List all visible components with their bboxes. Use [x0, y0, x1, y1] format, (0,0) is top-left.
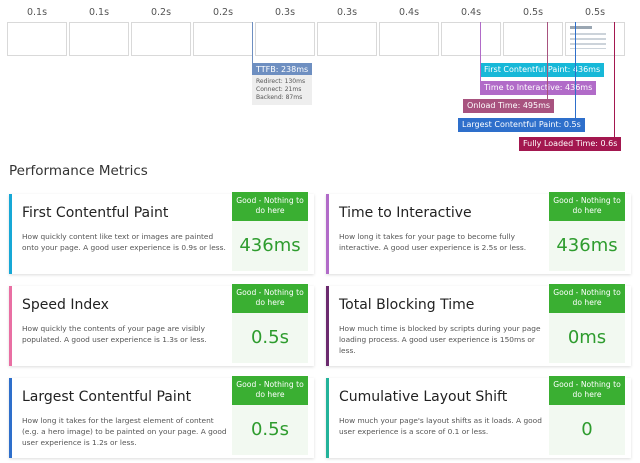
- fully-loaded-marker[interactable]: Fully Loaded Time: 0.6s: [519, 137, 622, 151]
- metric-value: 436ms: [549, 221, 625, 271]
- metric-card-cumulative-layout-shift: Cumulative Layout Shift How much your pa…: [326, 376, 631, 458]
- frame-time: 0.3s: [336, 7, 358, 18]
- onload-line: [547, 22, 548, 100]
- metric-title: Cumulative Layout Shift: [339, 389, 508, 405]
- backend-time: Backend: 87ms: [256, 94, 303, 101]
- metric-value: 436ms: [232, 221, 308, 271]
- frame-thumbnail[interactable]: [255, 22, 315, 56]
- metric-description: How quickly the contents of your page ar…: [22, 324, 207, 344]
- metric-card-total-blocking-time: Total Blocking Time How much time is blo…: [326, 284, 631, 366]
- metric-card-first-contentful-paint: First Contentful Paint How quickly conte…: [9, 192, 314, 274]
- metric-value: 0ms: [549, 313, 625, 363]
- metric-description: How quickly content like text or images …: [22, 232, 226, 252]
- metric-description: How much your page's layout shifts as it…: [339, 416, 542, 436]
- metric-value: 0: [549, 405, 625, 455]
- ttfb-marker[interactable]: TTFB: 238ms: [252, 63, 313, 77]
- metric-description: How much time is blocked by scripts duri…: [339, 324, 541, 355]
- grade-badge: Good - Nothing to do here: [232, 376, 308, 405]
- metric-description: How long it takes for the largest elemen…: [22, 416, 227, 447]
- frame-thumbnail[interactable]: [69, 22, 129, 56]
- fully-loaded-line: [614, 22, 615, 138]
- frame-time: 0.1s: [88, 7, 110, 18]
- ttfb-line: [252, 22, 253, 64]
- frame-thumbnail[interactable]: [379, 22, 439, 56]
- connect-time: Connect: 21ms: [256, 86, 302, 93]
- frame-thumbnail[interactable]: [565, 22, 625, 56]
- frame-thumbnail[interactable]: [7, 22, 67, 56]
- frame-time: 0.4s: [398, 7, 420, 18]
- frame-thumbnail[interactable]: [503, 22, 563, 56]
- frame-time: 0.3s: [274, 7, 296, 18]
- metric-title: Time to Interactive: [339, 205, 472, 221]
- metric-card-largest-contentful-paint: Largest Contentful Paint How long it tak…: [9, 376, 314, 458]
- frame-thumbnail[interactable]: [441, 22, 501, 56]
- frame-thumbnail[interactable]: [131, 22, 191, 56]
- grade-badge: Good - Nothing to do here: [232, 192, 308, 221]
- frame-time: 0.2s: [150, 7, 172, 18]
- filmstrip: 0.1s 0.1s 0.2s 0.2s 0.3s 0.3s 0.4s 0.4s …: [7, 0, 633, 56]
- grade-badge: Good - Nothing to do here: [549, 284, 625, 313]
- frame-thumbnail[interactable]: [193, 22, 253, 56]
- lcp-line: [575, 22, 576, 118]
- metric-title: Largest Contentful Paint: [22, 389, 192, 405]
- section-title: Performance Metrics: [9, 163, 148, 179]
- frame-time: 0.5s: [584, 7, 606, 18]
- frame-time: 0.5s: [522, 7, 544, 18]
- grade-badge: Good - Nothing to do here: [549, 376, 625, 405]
- metric-title: First Contentful Paint: [22, 205, 169, 221]
- metric-card-time-to-interactive: Time to Interactive How long it takes fo…: [326, 192, 631, 274]
- metric-value: 0.5s: [232, 405, 308, 455]
- lcp-marker[interactable]: Largest Contentful Paint: 0.5s: [458, 118, 585, 132]
- ttfb-breakdown: Redirect: 130ms Connect: 21ms Backend: 8…: [252, 75, 312, 105]
- frame-time: 0.2s: [212, 7, 234, 18]
- fcp-marker[interactable]: First Contentful Paint: 436ms: [480, 63, 605, 77]
- frame-thumbnail[interactable]: [317, 22, 377, 56]
- frame-time: 0.1s: [26, 7, 48, 18]
- onload-marker[interactable]: Onload Time: 495ms: [463, 99, 555, 113]
- tti-line: [480, 22, 481, 82]
- redirect-time: Redirect: 130ms: [256, 78, 306, 85]
- tti-marker[interactable]: Time to Interactive: 436ms: [480, 81, 597, 95]
- frame-time: 0.4s: [460, 7, 482, 18]
- metric-description: How long it takes for your page to becom…: [339, 232, 527, 252]
- metric-title: Total Blocking Time: [339, 297, 475, 313]
- metric-card-speed-index: Speed Index How quickly the contents of …: [9, 284, 314, 366]
- metric-value: 0.5s: [232, 313, 308, 363]
- grade-badge: Good - Nothing to do here: [549, 192, 625, 221]
- grade-badge: Good - Nothing to do here: [232, 284, 308, 313]
- metric-title: Speed Index: [22, 297, 109, 313]
